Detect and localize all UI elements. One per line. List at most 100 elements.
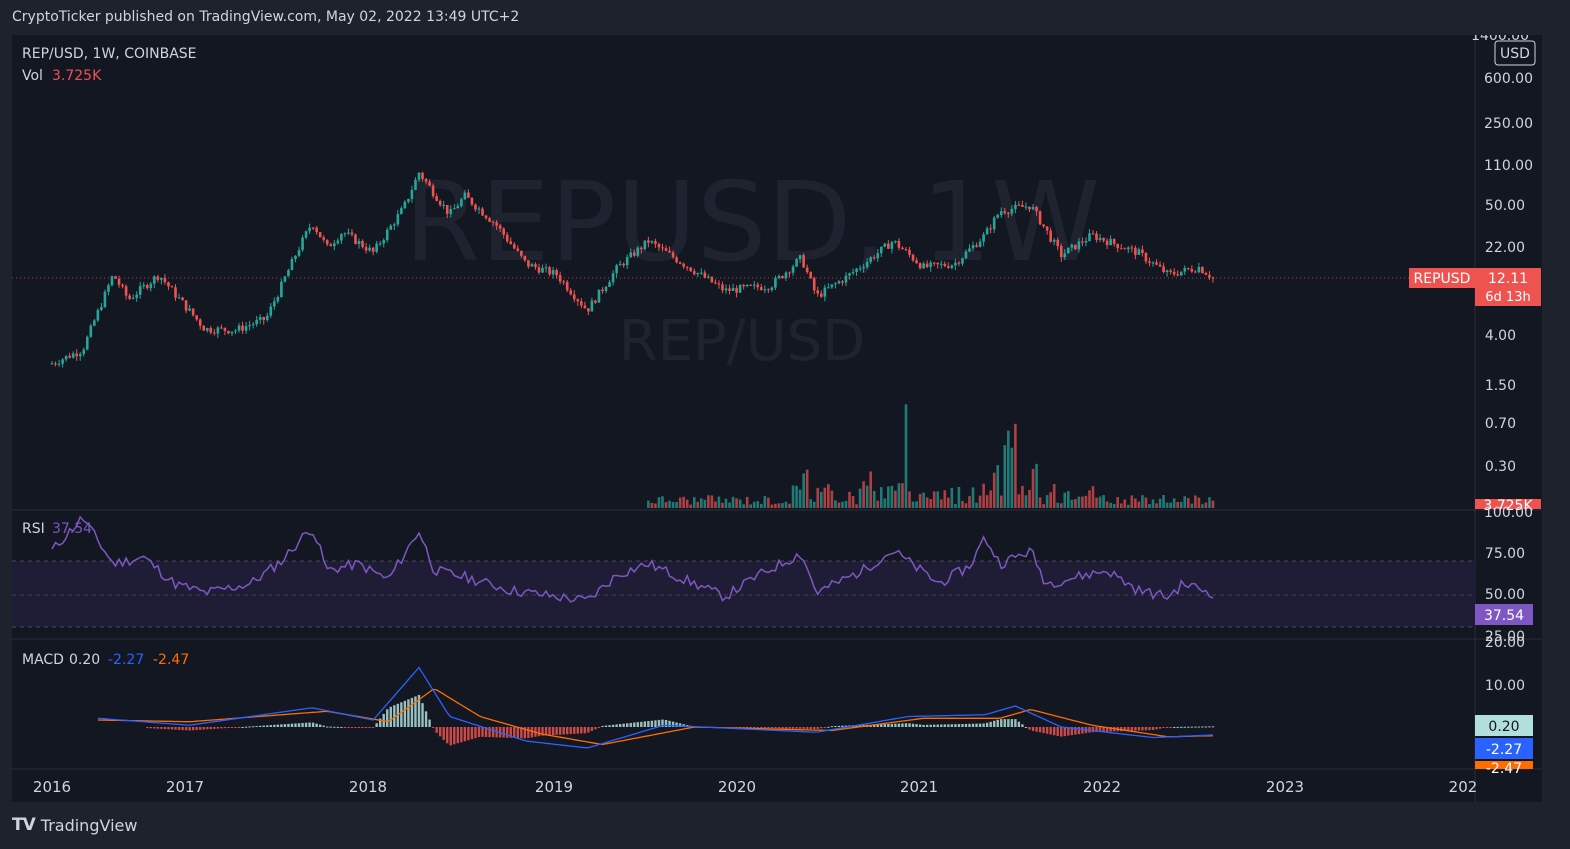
volume-bar (939, 499, 943, 508)
macd-histogram-bar (760, 727, 763, 729)
volume-bar (1028, 489, 1031, 508)
candle-body (262, 316, 266, 321)
candle-body (223, 327, 227, 331)
brand-footer[interactable]: TV TradingView (12, 815, 137, 835)
volume-bar (717, 496, 721, 508)
time-tick: 202 (1449, 778, 1478, 796)
candle-body (322, 237, 326, 240)
volume-bar (784, 501, 788, 508)
candle-body (456, 206, 460, 209)
macd-histogram-bar (558, 727, 562, 735)
macd-histogram-bar (950, 724, 954, 727)
macd-histogram-bar (368, 727, 371, 728)
volume-bar (731, 496, 735, 508)
candle-body (551, 270, 555, 275)
rsi-value-text: 37.54 (1484, 608, 1524, 624)
macd-histogram-bar (982, 723, 985, 727)
candle-body (1056, 239, 1060, 247)
candle-body (445, 204, 449, 214)
volume-bar (1169, 502, 1172, 508)
volume-bar (823, 487, 827, 508)
macd-histogram-bar (1194, 726, 1197, 728)
candle-body (1112, 239, 1116, 244)
volume-bar (682, 496, 685, 508)
volume-bar (1162, 495, 1165, 508)
volume-bar (752, 501, 756, 508)
macd-histogram-bar (954, 724, 957, 727)
candle-body (918, 263, 922, 269)
macd-histogram-bar (915, 724, 918, 727)
volume-bar (781, 503, 784, 508)
candle-body (978, 241, 982, 247)
macd-histogram-bar (167, 727, 170, 730)
macd-histogram-bar (957, 724, 961, 727)
macd-histogram-bar (777, 727, 781, 729)
macd-histogram-bar (742, 727, 745, 728)
candle-body (1204, 273, 1208, 275)
macd-histogram-bar (993, 720, 996, 727)
candle-body (1155, 262, 1158, 265)
volume-bar (1077, 496, 1081, 508)
volume-bar (1137, 501, 1141, 508)
candle-body (361, 241, 364, 248)
candle-body (1123, 248, 1127, 250)
volume-bar (978, 495, 982, 508)
candle-body (897, 240, 901, 248)
candle-body (333, 243, 336, 247)
volume-bar (834, 500, 837, 508)
candle-body (241, 325, 244, 331)
macd-histogram-bar (978, 723, 982, 727)
chart-svg[interactable]: REPUSD, 1W REP/USD REP/USD, 1W, COINBASE… (12, 35, 1542, 802)
candle-body (752, 284, 756, 286)
candle-body (61, 359, 64, 364)
candle-body (283, 276, 287, 282)
volume-bar (1007, 430, 1010, 508)
candle-body (1007, 213, 1010, 215)
candle-body (258, 316, 262, 320)
candle-body (82, 349, 86, 355)
volume-bar (692, 497, 696, 508)
volume-bar (922, 492, 925, 508)
macd-histogram-bar (933, 724, 936, 727)
volume-bar (1201, 504, 1204, 508)
candle-body (982, 234, 985, 242)
volume-bar (1042, 504, 1045, 508)
volume-bar (791, 485, 795, 508)
macd-histogram-bar (1169, 727, 1172, 728)
candle-body (745, 284, 749, 287)
candle-body (844, 275, 848, 283)
volume-bar (1134, 498, 1137, 508)
candle-body (177, 297, 181, 299)
candle-body (438, 200, 442, 206)
macd-pane (97, 666, 1215, 749)
volume-bar (1141, 495, 1144, 508)
candle-body (1183, 267, 1187, 272)
macd-histogram-bar (1035, 727, 1038, 732)
candle-body (460, 199, 463, 207)
candle-body (572, 294, 576, 300)
candle-body (689, 267, 693, 272)
candle-body (908, 249, 911, 255)
macd-histogram-bar (1056, 727, 1059, 736)
candle-body (153, 276, 156, 284)
candle-body (477, 208, 481, 210)
macd-histogram-bar (1045, 727, 1049, 734)
volume-bar (664, 502, 668, 508)
candle-body (396, 214, 400, 225)
macd-histogram-bar (1165, 727, 1169, 728)
candle-body (594, 300, 597, 303)
candle-body (858, 268, 862, 270)
candle-body (759, 287, 763, 290)
macd-histogram-bar (1201, 726, 1204, 728)
macd-histogram-bar (509, 727, 512, 738)
candle-body (569, 290, 573, 295)
chart-frame[interactable]: REPUSD, 1W REP/USD REP/USD, 1W, COINBASE… (12, 35, 1542, 802)
volume-bar (911, 501, 915, 508)
macd-histogram-bar (1208, 726, 1211, 728)
currency-badge[interactable] (1494, 40, 1536, 66)
volume-bar (816, 487, 820, 508)
volume-bar (964, 503, 968, 508)
macd-histogram-bar (438, 727, 442, 737)
macd-histogram-bar (287, 723, 290, 727)
volume-bar (996, 465, 1000, 508)
